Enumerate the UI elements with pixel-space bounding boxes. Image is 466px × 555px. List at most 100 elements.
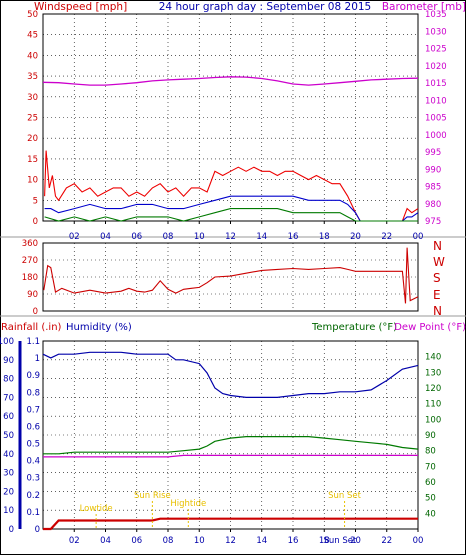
weather-x-tick-label: 22 [381, 536, 392, 546]
compass-label: W [433, 255, 445, 269]
windspeed-tick-label: 10 [27, 176, 38, 186]
wind-x-tick-label: 20 [350, 232, 361, 242]
rainfall-tick-label: 0.6 [26, 422, 40, 432]
overlay-label: Sun Set [323, 536, 356, 546]
wind-x-tick-label: 06 [131, 232, 142, 242]
compass-label: N [433, 239, 442, 253]
weather-x-tick-label: 10 [194, 536, 205, 546]
temperature-axis-label: Temperature (°F) [311, 322, 397, 333]
rainfall-tick-label: 0.7 [26, 405, 40, 415]
humidity-tick-label: 80 [3, 375, 14, 385]
dew_point-series-line [43, 454, 418, 458]
weather-x-tick-label: 08 [163, 536, 174, 546]
graph-title: 24 hour graph day : September 08 2015 [159, 1, 371, 13]
rainfall-tick-label: 0.2 [26, 491, 40, 501]
humidity-axis-label: Humidity (%) [66, 322, 132, 333]
direction-tick-label: 180 [22, 273, 38, 283]
wind-x-tick-label: 22 [381, 232, 392, 242]
humidity-tick-label: 100 [0, 337, 14, 347]
weather-x-tick-label: 06 [131, 536, 142, 546]
windspeed-tick-label: 0 [33, 217, 38, 227]
temperature-tick-label: 90 [425, 431, 436, 441]
wind-x-tick-label: 02 [69, 232, 80, 242]
direction-series-line [43, 247, 419, 304]
event-label: Sun Set [328, 491, 361, 501]
rainfall-tick-label: 0.9 [26, 371, 40, 381]
barometer-tick-label: 985 [425, 183, 441, 193]
barometer-tick-label: 1000 [425, 131, 447, 141]
wind-x-tick-label: 10 [194, 232, 205, 242]
temperature-tick-label: 140 [425, 353, 441, 363]
event-label: Hightide [170, 499, 206, 509]
weather-x-tick-label: 18 [319, 536, 330, 546]
direction-tick-label: 90 [27, 290, 38, 300]
temperature-series-line [43, 436, 419, 455]
temperature-tick-label: 40 [425, 509, 436, 519]
compass-label: E [433, 288, 441, 302]
wind-x-tick-label: 18 [319, 232, 330, 242]
dewpoint-axis-label: Dew Point (°F) [394, 322, 466, 333]
rain-series-line [43, 517, 418, 531]
humidity-series-line [42, 351, 419, 398]
gust-series-line [44, 150, 419, 222]
windspeed-axis-label: Windspeed [mph] [34, 1, 127, 13]
barometer-axis-label: Barometer [mb] [382, 1, 466, 13]
direction-tick-label: 0 [33, 307, 38, 317]
windspeed-tick-label: 5 [33, 196, 38, 206]
wind-x-tick-label: 08 [163, 232, 174, 242]
humidity-tick-label: 70 [3, 393, 14, 403]
rainfall-tick-label: 0.3 [26, 474, 40, 484]
wind-x-tick-label: 14 [256, 232, 267, 242]
humidity-tick-label: 60 [3, 412, 14, 422]
barometer-tick-label: 1035 [425, 10, 447, 20]
compass-label: N [433, 304, 442, 318]
temperature-tick-label: 80 [425, 447, 436, 457]
rainfall-tick-label: 0.1 [26, 508, 40, 518]
direction-tick-label: 270 [22, 256, 38, 266]
temperature-tick-label: 60 [425, 478, 436, 488]
rainfall-tick-label: 0.5 [26, 440, 40, 450]
humidity-tick-label: 30 [3, 469, 14, 479]
humidity-tick-label: 40 [3, 450, 14, 460]
barometer-tick-label: 995 [425, 148, 441, 158]
direction-tick-label: 360 [22, 239, 38, 249]
windspeed-tick-label: 50 [27, 10, 38, 20]
rainfall-tick-label: 0.4 [26, 457, 40, 467]
barometer-tick-label: 1020 [425, 62, 447, 72]
barometer-tick-label: 1005 [425, 114, 447, 124]
barometer-tick-label: 990 [425, 165, 441, 175]
event-label: Sun Rise [134, 491, 171, 501]
humidity-tick-label: 10 [3, 506, 14, 516]
rainfall-tick-label: 1 [35, 354, 40, 364]
barometer-tick-label: 975 [425, 217, 441, 227]
windspeed-tick-label: 35 [27, 72, 38, 82]
wind-x-tick-label: 12 [225, 232, 236, 242]
humidity-tick-label: 90 [3, 356, 14, 366]
temperature-tick-label: 70 [425, 462, 436, 472]
wind-x-tick-label: 00 [413, 232, 424, 242]
rainfall-axis-label: Rainfall (.in) [1, 322, 62, 333]
windspeed-tick-label: 40 [27, 51, 38, 61]
weather-x-tick-label: 02 [69, 536, 80, 546]
weather-x-tick-label: 14 [256, 536, 267, 546]
lull-series-line [44, 208, 418, 222]
barometer-tick-label: 980 [425, 200, 441, 210]
temperature-tick-label: 50 [425, 494, 436, 504]
barometer-tick-label: 1010 [425, 96, 447, 106]
wind-x-tick-label: 04 [100, 232, 111, 242]
weather-x-tick-label: 00 [413, 536, 424, 546]
weather-x-tick-label: 04 [100, 536, 111, 546]
windspeed-tick-label: 30 [27, 93, 38, 103]
temperature-tick-label: 110 [425, 400, 441, 410]
compass-label: S [433, 271, 441, 285]
weather-x-tick-label: 16 [288, 536, 299, 546]
humidity-tick-label: 0 [9, 525, 14, 535]
barometer-tick-label: 1015 [425, 79, 447, 89]
windspeed-tick-label: 45 [27, 31, 38, 41]
windspeed-tick-label: 15 [27, 155, 38, 165]
event-label: Lowtide [80, 504, 113, 514]
temperature-tick-label: 120 [425, 384, 441, 394]
temperature-tick-label: 130 [425, 368, 441, 378]
humidity-tick-label: 50 [3, 431, 14, 441]
